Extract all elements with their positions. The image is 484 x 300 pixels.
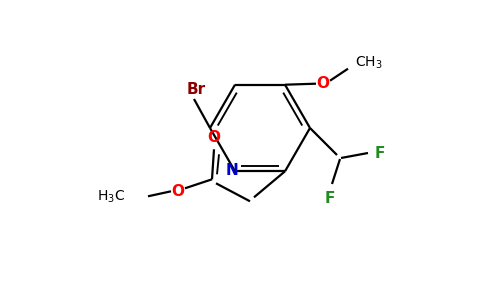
Text: H$_3$C: H$_3$C — [97, 188, 125, 205]
Text: CH$_3$: CH$_3$ — [355, 55, 383, 71]
Text: O: O — [208, 130, 221, 145]
Text: N: N — [226, 163, 239, 178]
Text: O: O — [171, 184, 184, 199]
Text: F: F — [375, 146, 385, 160]
Text: F: F — [325, 191, 335, 206]
Text: Br: Br — [186, 82, 206, 97]
Text: O: O — [317, 76, 330, 91]
